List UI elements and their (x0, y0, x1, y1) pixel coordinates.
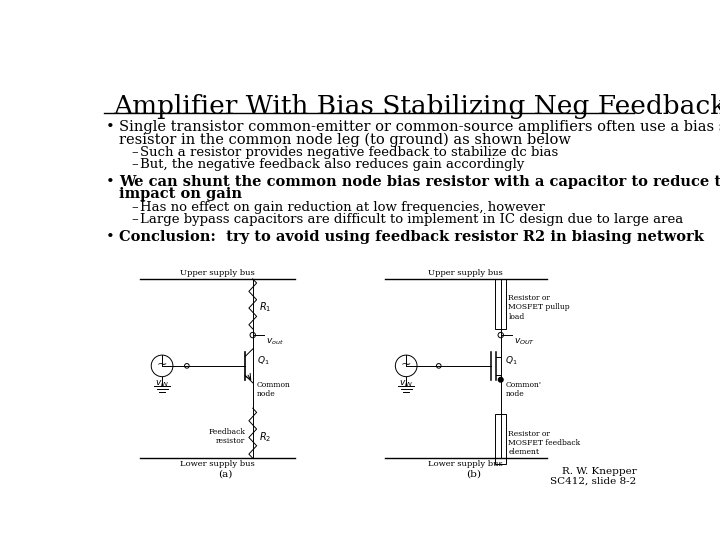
Text: $v_{IN}$: $v_{IN}$ (156, 379, 169, 389)
Text: Has no effect on gain reduction at low frequencies, however: Has no effect on gain reduction at low f… (140, 201, 545, 214)
Text: resistor in the common node leg (to ground) as shown below: resistor in the common node leg (to grou… (120, 132, 572, 147)
Text: Feedback
resistor: Feedback resistor (208, 428, 245, 446)
Text: But, the negative feedback also reduces gain accordingly: But, the negative feedback also reduces … (140, 158, 525, 171)
Text: Such a resistor provides negative feedback to stabilize dc bias: Such a resistor provides negative feedba… (140, 146, 559, 159)
Text: Upper supply bus: Upper supply bus (428, 268, 503, 276)
Text: Large bypass capacitors are difficult to implement in IC design due to large are: Large bypass capacitors are difficult to… (140, 213, 683, 226)
Text: $R_1$: $R_1$ (259, 300, 271, 314)
Text: •: • (106, 120, 114, 134)
Text: R. W. Knepper
SC412, slide 8-2: R. W. Knepper SC412, slide 8-2 (550, 467, 636, 486)
Text: •: • (106, 175, 114, 189)
Text: ~: ~ (157, 358, 167, 371)
Text: Resistor or
MOSFET pullup
load: Resistor or MOSFET pullup load (508, 294, 570, 321)
Text: –: – (131, 146, 138, 159)
Text: $v_{OUT}$: $v_{OUT}$ (514, 336, 535, 347)
Text: –: – (131, 158, 138, 171)
Text: –: – (131, 213, 138, 226)
Text: impact on gain: impact on gain (120, 187, 243, 201)
Text: Common'
node: Common' node (505, 381, 541, 399)
Bar (495, 279, 506, 329)
Bar (495, 414, 506, 464)
Text: $Q_1$: $Q_1$ (256, 354, 269, 367)
Text: Resistor or
MOSFET feedback
element: Resistor or MOSFET feedback element (508, 430, 580, 456)
Text: Amplifier With Bias Stabilizing Neg Feedback Resistor: Amplifier With Bias Stabilizing Neg Feed… (113, 94, 720, 119)
Text: ~: ~ (401, 358, 411, 371)
Text: Single transistor common-emitter or common-source amplifiers often use a bias st: Single transistor common-emitter or comm… (120, 120, 720, 134)
Text: Upper supply bus: Upper supply bus (181, 268, 256, 276)
Text: Lower supply bus: Lower supply bus (428, 460, 503, 468)
Text: We can shunt the common node bias resistor with a capacitor to reduce the negati: We can shunt the common node bias resist… (120, 175, 720, 189)
Text: $Q_1$: $Q_1$ (505, 354, 517, 367)
Text: $v_{out}$: $v_{out}$ (266, 336, 284, 347)
Text: (a): (a) (218, 469, 233, 478)
Text: (b): (b) (466, 469, 481, 478)
Text: Conclusion:  try to avoid using feedback resistor R2 in biasing network: Conclusion: try to avoid using feedback … (120, 230, 704, 244)
Text: Lower supply bus: Lower supply bus (181, 460, 256, 468)
Circle shape (498, 377, 503, 382)
Text: •: • (106, 230, 114, 244)
Text: Common
node: Common node (256, 381, 290, 399)
Text: $R_2$: $R_2$ (259, 430, 271, 444)
Text: –: – (131, 201, 138, 214)
Text: $v_{IN}$: $v_{IN}$ (400, 379, 413, 389)
